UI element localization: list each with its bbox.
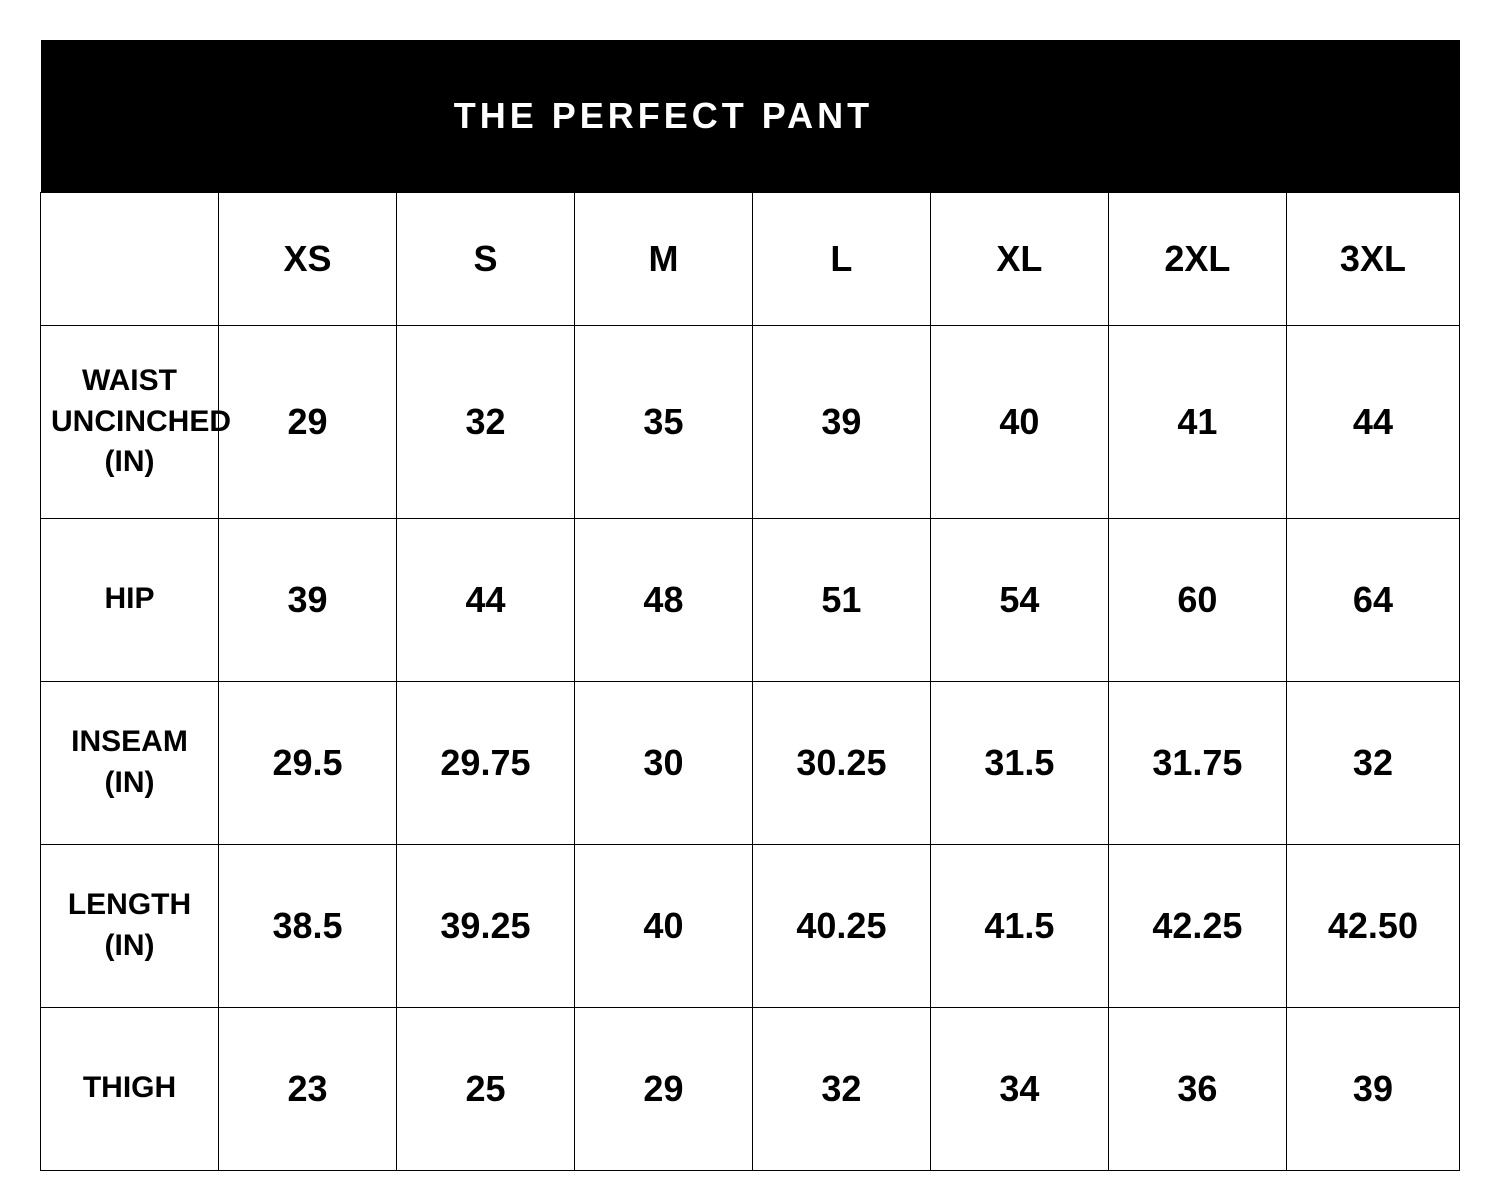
cell-waist-3xl: 44	[1286, 326, 1459, 519]
cell-inseam-xl: 31.5	[930, 681, 1108, 844]
header-xl: XL	[930, 193, 1108, 326]
row-label-inseam: INSEAM (IN)	[41, 681, 219, 844]
cell-inseam-s: 29.75	[396, 681, 574, 844]
table-row: HIP 39 44 48 51 54 60 64	[41, 518, 1460, 681]
cell-inseam-3xl: 32	[1286, 681, 1459, 844]
header-row: XS S M L XL 2XL 3XL	[41, 193, 1460, 326]
cell-thigh-s: 25	[396, 1007, 574, 1170]
cell-thigh-l: 32	[752, 1007, 930, 1170]
cell-hip-2xl: 60	[1108, 518, 1286, 681]
header-2xl: 2XL	[1108, 193, 1286, 326]
cell-thigh-3xl: 39	[1286, 1007, 1459, 1170]
table-title: THE PERFECT PANT	[41, 40, 1287, 193]
table-row: INSEAM (IN) 29.5 29.75 30 30.25 31.5 31.…	[41, 681, 1460, 844]
table-row: LENGTH (IN) 38.5 39.25 40 40.25 41.5 42.…	[41, 844, 1460, 1007]
cell-thigh-xl: 34	[930, 1007, 1108, 1170]
header-xs: XS	[218, 193, 396, 326]
table-row: THIGH 23 25 29 32 34 36 39	[41, 1007, 1460, 1170]
cell-length-xl: 41.5	[930, 844, 1108, 1007]
cell-length-2xl: 42.25	[1108, 844, 1286, 1007]
title-extra-cell	[1286, 40, 1459, 193]
cell-waist-m: 35	[574, 326, 752, 519]
header-empty	[41, 193, 219, 326]
cell-hip-xl: 54	[930, 518, 1108, 681]
header-3xl: 3XL	[1286, 193, 1459, 326]
cell-waist-xl: 40	[930, 326, 1108, 519]
cell-length-s: 39.25	[396, 844, 574, 1007]
cell-hip-3xl: 64	[1286, 518, 1459, 681]
cell-inseam-xs: 29.5	[218, 681, 396, 844]
row-label-thigh: THIGH	[41, 1007, 219, 1170]
cell-length-3xl: 42.50	[1286, 844, 1459, 1007]
cell-length-l: 40.25	[752, 844, 930, 1007]
cell-inseam-m: 30	[574, 681, 752, 844]
cell-hip-xs: 39	[218, 518, 396, 681]
cell-length-m: 40	[574, 844, 752, 1007]
cell-thigh-2xl: 36	[1108, 1007, 1286, 1170]
cell-inseam-l: 30.25	[752, 681, 930, 844]
row-label-waist: WAIST UNCINCHED (IN)	[41, 326, 219, 519]
row-label-length: LENGTH (IN)	[41, 844, 219, 1007]
cell-thigh-m: 29	[574, 1007, 752, 1170]
cell-waist-2xl: 41	[1108, 326, 1286, 519]
cell-waist-xs: 29	[218, 326, 396, 519]
cell-length-xs: 38.5	[218, 844, 396, 1007]
cell-hip-l: 51	[752, 518, 930, 681]
cell-hip-m: 48	[574, 518, 752, 681]
header-s: S	[396, 193, 574, 326]
cell-thigh-xs: 23	[218, 1007, 396, 1170]
header-l: L	[752, 193, 930, 326]
cell-inseam-2xl: 31.75	[1108, 681, 1286, 844]
table-row: WAIST UNCINCHED (IN) 29 32 35 39 40 41 4…	[41, 326, 1460, 519]
cell-waist-s: 32	[396, 326, 574, 519]
header-m: M	[574, 193, 752, 326]
sizing-table: THE PERFECT PANT XS S M L XL 2XL 3XL WAI…	[40, 40, 1460, 1171]
cell-waist-l: 39	[752, 326, 930, 519]
row-label-hip: HIP	[41, 518, 219, 681]
cell-hip-s: 44	[396, 518, 574, 681]
title-row: THE PERFECT PANT	[41, 40, 1460, 193]
